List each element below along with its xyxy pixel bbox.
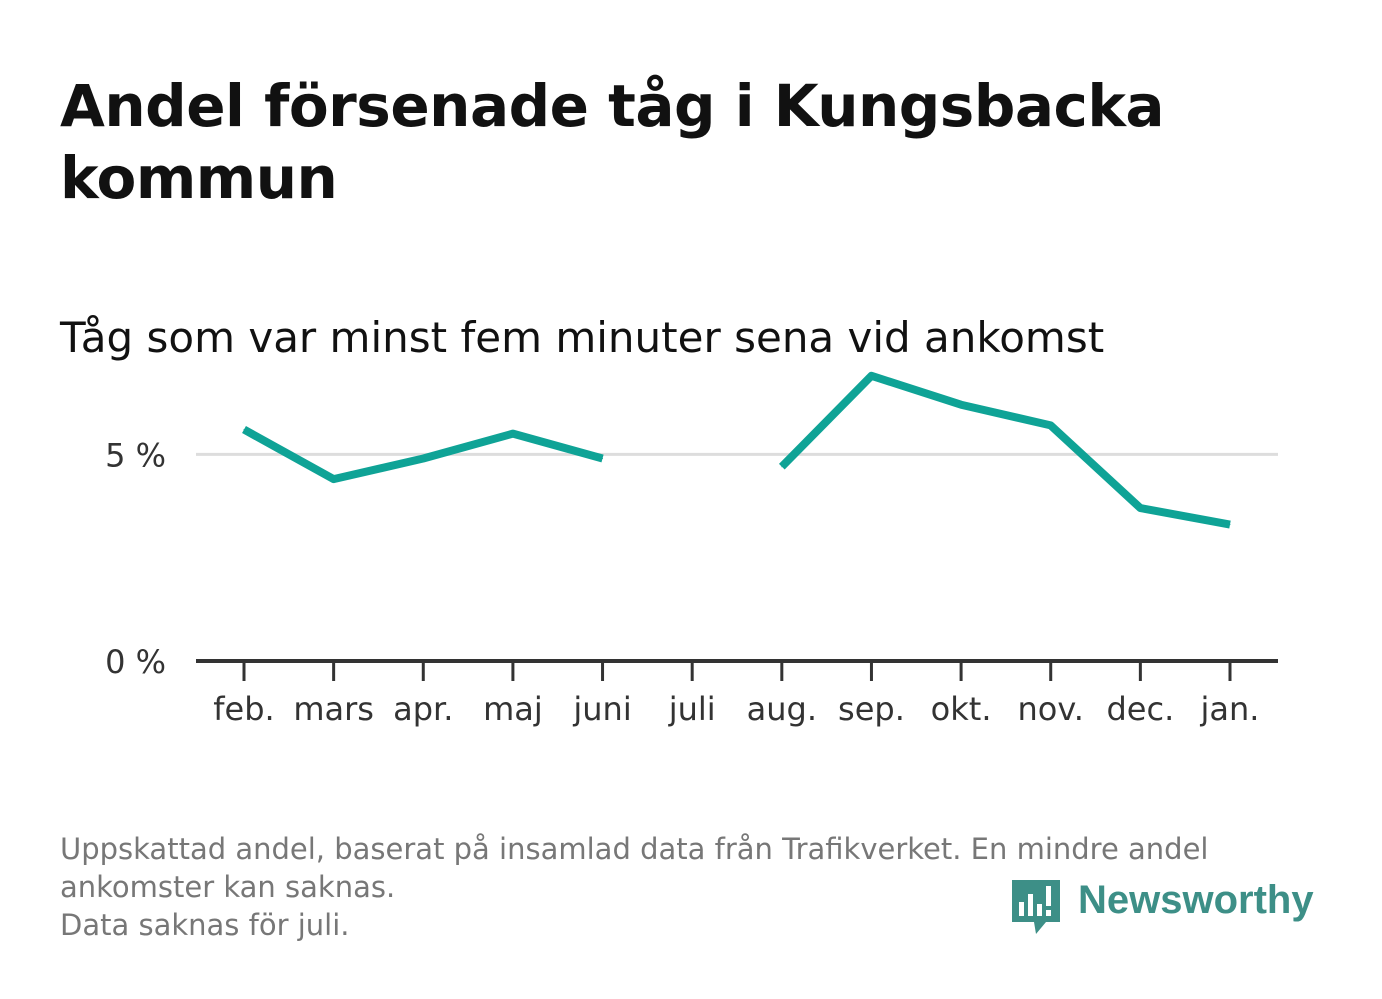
data-point — [781, 466, 783, 468]
data-point — [960, 404, 962, 406]
footnote: Uppskattad andel, baserat på insamlad da… — [60, 830, 1320, 944]
data-point — [602, 457, 604, 459]
x-tick-label: feb. — [213, 690, 274, 728]
data-point — [870, 375, 872, 377]
y-tick-label: 0 % — [105, 643, 166, 681]
newsworthy-logo-text: Newsworthy — [1078, 878, 1314, 922]
data-point — [243, 429, 245, 431]
data-point — [1050, 424, 1052, 426]
x-tick-label: mars — [293, 690, 374, 728]
newsworthy-logo-icon — [1012, 880, 1060, 934]
x-tick-label: jan. — [1200, 690, 1260, 728]
y-tick-label: 5 % — [105, 436, 166, 474]
data-point — [1229, 524, 1231, 526]
newsworthy-logo: Newsworthy — [1010, 876, 1330, 946]
chart-subtitle: Tåg som var minst fem minuter sena vid a… — [60, 313, 1105, 362]
footnote-line: ankomster kan saknas. — [60, 870, 396, 904]
x-tick-label: nov. — [1017, 690, 1083, 728]
data-point — [333, 478, 335, 480]
data-point — [1139, 507, 1141, 509]
series-line — [778, 371, 1231, 529]
x-tick-label: juli — [668, 690, 716, 728]
footnote-line: Data saknas för juli. — [60, 908, 350, 942]
data-point — [422, 457, 424, 459]
x-tick-label: dec. — [1106, 690, 1174, 728]
x-tick-label: sep. — [838, 690, 905, 728]
x-tick-label: juni — [572, 690, 631, 728]
data-point — [512, 433, 514, 435]
footnote-line: Uppskattad andel, baserat på insamlad da… — [60, 832, 1209, 866]
x-tick-label: aug. — [747, 690, 817, 728]
x-tick-label: maj — [483, 690, 543, 728]
x-tick-label: apr. — [393, 690, 453, 728]
chart-title: Andel försenade tåg i Kungsbacka kommun — [60, 72, 1165, 212]
x-tick-label: okt. — [931, 690, 992, 728]
